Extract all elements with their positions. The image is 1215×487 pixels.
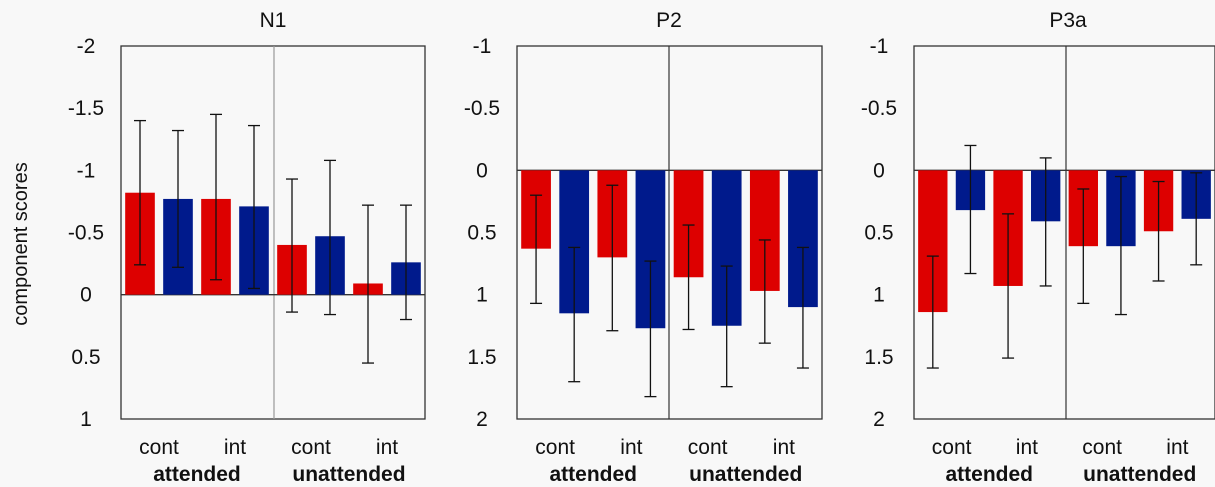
y-tick-label: 1 bbox=[476, 284, 488, 307]
panel-title: N1 bbox=[260, 9, 287, 32]
panel-title: P3a bbox=[1049, 9, 1087, 32]
y-tick-label: -1 bbox=[870, 35, 889, 58]
y-tick-label: -1 bbox=[77, 159, 96, 182]
y-tick-label: 0.5 bbox=[864, 222, 893, 245]
x-tick-label: int bbox=[224, 436, 246, 459]
panel-n1: N1 -2 -1.5 -1 -0.5 0 0.5 1 cont int cont int attende… bbox=[68, 9, 426, 486]
group-label: attended bbox=[945, 463, 1033, 486]
y-tick-label: 1 bbox=[873, 284, 885, 307]
y-tick-label: 0.5 bbox=[467, 222, 496, 245]
y-tick-label: 1.5 bbox=[467, 346, 496, 369]
x-tick-label: cont bbox=[688, 436, 728, 459]
y-tick-label: -0.5 bbox=[464, 97, 500, 120]
panel-p2: P2 -1 -0.5 0 0.5 1 1.5 2 cont int cont int attended u… bbox=[464, 9, 823, 486]
x-tick-label: cont bbox=[139, 436, 179, 459]
x-tick-label: cont bbox=[1082, 436, 1122, 459]
y-tick-label: -0.5 bbox=[861, 97, 897, 120]
plot-frame bbox=[913, 45, 1215, 420]
y-axis-label: component scores bbox=[10, 162, 32, 325]
x-tick-label: cont bbox=[535, 436, 575, 459]
y-tick-label: 0 bbox=[80, 284, 92, 307]
y-tick-label: 2 bbox=[476, 408, 488, 431]
x-tick-label: cont bbox=[932, 436, 972, 459]
y-tick-label: -2 bbox=[77, 35, 96, 58]
y-tick-label: 1.5 bbox=[864, 346, 893, 369]
y-tick-label: -1 bbox=[473, 35, 492, 58]
x-tick-label: int bbox=[1016, 436, 1038, 459]
group-label: unattended bbox=[1083, 463, 1196, 486]
y-tick-label: 0 bbox=[476, 159, 488, 182]
panel-title: P2 bbox=[656, 9, 682, 32]
y-tick-label: 0.5 bbox=[71, 346, 100, 369]
y-tick-label: 1 bbox=[80, 408, 92, 431]
y-tick-label: -1.5 bbox=[68, 97, 104, 120]
panel-p3a: P3a -1 -0.5 0 0.5 1 1.5 2 cont int cont int attended… bbox=[861, 9, 1215, 486]
x-tick-label: int bbox=[1166, 436, 1188, 459]
plot-frame bbox=[120, 45, 426, 420]
y-tick-label: 0 bbox=[873, 159, 885, 182]
x-tick-label: cont bbox=[291, 436, 331, 459]
group-label: unattended bbox=[689, 463, 802, 486]
x-tick-label: int bbox=[773, 436, 795, 459]
y-tick-label: -0.5 bbox=[68, 222, 104, 245]
group-label: attended bbox=[153, 463, 241, 486]
x-tick-label: int bbox=[620, 436, 642, 459]
x-tick-label: int bbox=[376, 436, 398, 459]
group-label: attended bbox=[549, 463, 637, 486]
group-label: unattended bbox=[292, 463, 405, 486]
y-tick-label: 2 bbox=[873, 408, 885, 431]
